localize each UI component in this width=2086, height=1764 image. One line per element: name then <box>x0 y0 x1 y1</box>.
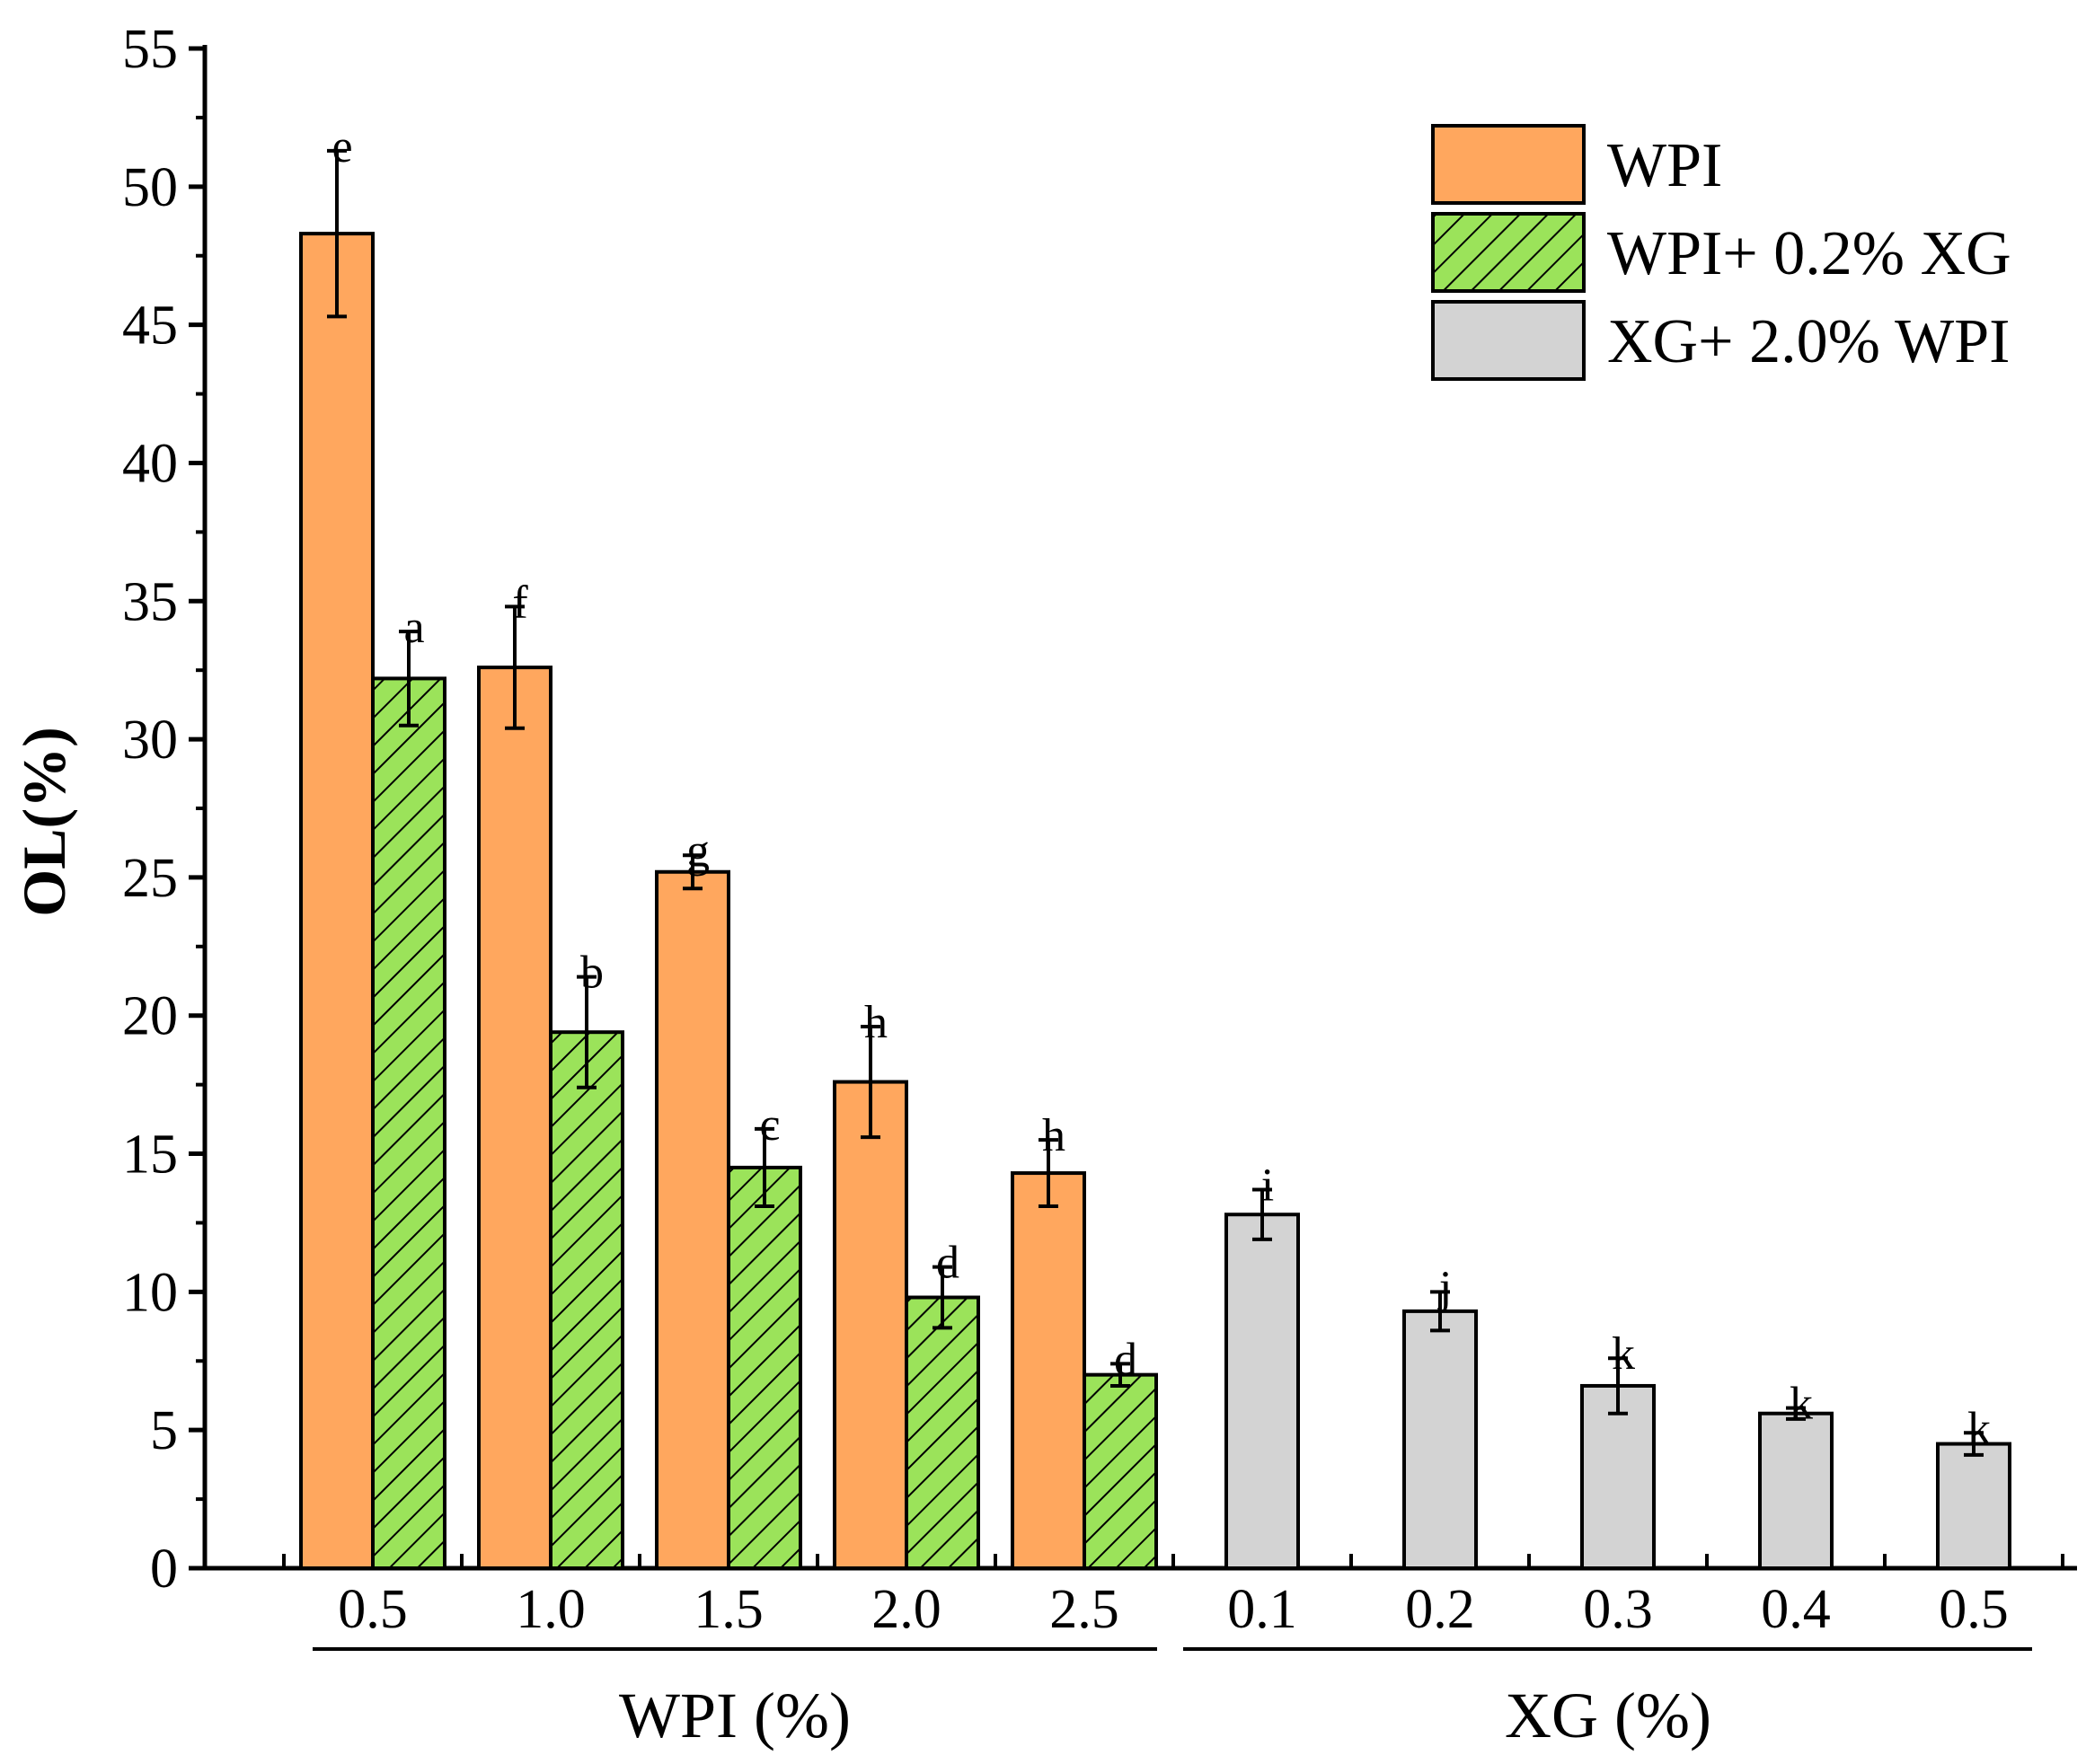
y-tick-label: 0 <box>150 1539 178 1600</box>
bar-s2 <box>1402 1309 1478 1570</box>
y-tick-label: 35 <box>122 571 178 632</box>
bar-s0 <box>655 869 730 1570</box>
y-tick-label: 20 <box>122 986 178 1047</box>
bar-s0 <box>477 666 552 1570</box>
bar-s0 <box>1011 1171 1086 1570</box>
bar-s1 <box>1083 1372 1158 1570</box>
bar-s1 <box>727 1165 802 1570</box>
significance-label: k <box>1967 1403 1991 1454</box>
x-axis: 0.5 1.0 1.5 2.0 2.5 0.1 0.2 0.3 0.4 0.5 WPI (%) XG … <box>282 1554 2064 1751</box>
y-tick-label: 15 <box>122 1125 178 1186</box>
y-axis-title: OL(%) <box>10 727 78 917</box>
x-tick-label: 2.0 <box>871 1579 941 1640</box>
significance-label: k <box>1612 1328 1635 1380</box>
bar-s2 <box>1936 1442 2011 1570</box>
y-tick-label: 5 <box>150 1400 178 1461</box>
y-tick-label: 55 <box>122 19 178 80</box>
significance-label: j <box>1437 1262 1452 1313</box>
bar-s0 <box>299 232 375 1571</box>
x-group-title-xg: XG (%) <box>1505 1680 1711 1751</box>
x-tick-label: 0.4 <box>1761 1579 1831 1640</box>
y-tick-label: 40 <box>122 433 178 494</box>
significance-labels: e a f b g c h d h d i j k k k <box>331 121 1991 1454</box>
significance-label: h <box>1042 1110 1065 1161</box>
significance-label: i <box>1261 1160 1274 1212</box>
significance-label: h <box>864 997 888 1048</box>
significance-label: k <box>1790 1379 1813 1430</box>
significance-label: g <box>686 825 710 877</box>
significance-label: e <box>331 121 352 172</box>
legend: WPI WPI+ 0.2% XG XG+ 2.0% WPI <box>1431 124 2011 381</box>
legend-label: WPI+ 0.2% XG <box>1607 219 2011 288</box>
y-tick-label: 10 <box>122 1262 178 1323</box>
bar-s2 <box>1758 1411 1834 1570</box>
significance-label: d <box>1114 1334 1137 1385</box>
significance-label: d <box>936 1238 959 1289</box>
bar-s1 <box>549 1030 624 1570</box>
significance-label: b <box>580 948 604 999</box>
y-tick-label: 45 <box>122 295 178 357</box>
y-tick-label: 30 <box>122 710 178 771</box>
bar-s2 <box>1224 1213 1300 1570</box>
legend-swatch <box>1431 124 1586 205</box>
y-tick-label: 50 <box>122 157 178 218</box>
x-tick-label: 0.5 <box>338 1579 408 1640</box>
x-tick-label: 1.0 <box>516 1579 586 1640</box>
significance-label: f <box>512 577 528 628</box>
legend-swatch <box>1431 300 1586 381</box>
legend-swatch <box>1431 212 1586 293</box>
y-tick-label: 25 <box>122 848 178 909</box>
x-tick-label: 0.3 <box>1583 1579 1653 1640</box>
x-group-title-wpi: WPI (%) <box>619 1680 851 1751</box>
bar-s0 <box>833 1080 908 1571</box>
legend-label: XG+ 2.0% WPI <box>1607 307 2010 376</box>
significance-label: a <box>403 602 424 653</box>
bar-s1 <box>371 676 446 1570</box>
x-tick-label: 2.5 <box>1049 1579 1119 1640</box>
significance-label: c <box>759 1099 780 1151</box>
bars <box>299 232 2011 1571</box>
x-tick-label: 0.1 <box>1227 1579 1297 1640</box>
x-tick-label: 1.5 <box>694 1579 764 1640</box>
bar-s1 <box>905 1295 980 1570</box>
x-tick-label: 0.5 <box>1939 1579 2009 1640</box>
x-tick-label: 0.2 <box>1405 1579 1475 1640</box>
legend-label: WPI <box>1607 131 1722 200</box>
error-bars <box>327 148 1984 1457</box>
